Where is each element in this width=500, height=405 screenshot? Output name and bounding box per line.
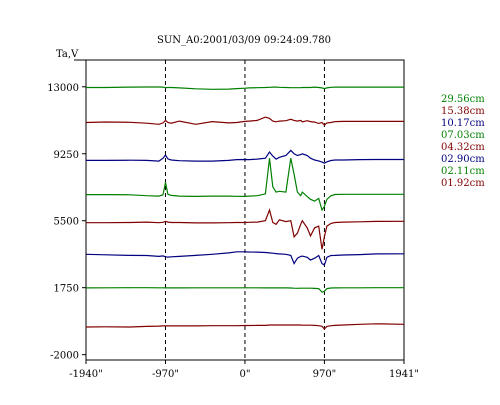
chart-title: SUN_A0:2001/03/09 09:24:09.780 [157, 35, 331, 46]
legend-item-2: 10.17cm [441, 118, 485, 129]
series-lines [85, 86, 405, 330]
series-line-0 [86, 86, 404, 90]
x-tick-label-2: 0" [239, 369, 250, 380]
y-axis-label: Ta,V [56, 49, 79, 60]
y-tick-label-4: -2000 [50, 351, 79, 362]
reference-lines [164, 60, 325, 360]
legend-item-6: 02.11cm [441, 166, 485, 177]
x-tick-label-4: 1941" [389, 369, 419, 380]
legend-item-7: 01.92cm [441, 178, 485, 189]
x-tick-label-0: -1940" [69, 369, 102, 380]
y-tick-label-3: 1750 [54, 284, 79, 295]
y-tick-label-2: 5500 [54, 217, 79, 228]
series-line-1 [85, 116, 404, 127]
legend: 29.56cm 15.38cm 10.17cm 07.03cm 04.32cm 02.90… [441, 94, 499, 190]
series-line-5 [85, 251, 405, 266]
legend-item-1: 15.38cm [441, 106, 485, 117]
axis-ticks: -1940" -970" 0" 970" 1941" 13000 9250 5500 1750 -… [47, 83, 419, 380]
x-tick-label-1: -970" [152, 369, 179, 380]
legend-item-0: 29.56cm [441, 94, 485, 105]
series-line-3 [86, 158, 404, 212]
x-tick-label-3: 970" [313, 369, 337, 380]
legend-item-5: 02.90cm [441, 154, 485, 165]
series-line-2 [86, 149, 404, 164]
series-line-4 [86, 208, 405, 250]
y-tick-label-1: 9250 [54, 150, 79, 161]
series-line-7 [85, 323, 405, 330]
legend-item-3: 07.03cm [441, 130, 485, 141]
series-line-6 [85, 287, 404, 293]
legend-item-4: 04.32cm [441, 142, 485, 153]
y-tick-label-0: 13000 [47, 83, 79, 94]
